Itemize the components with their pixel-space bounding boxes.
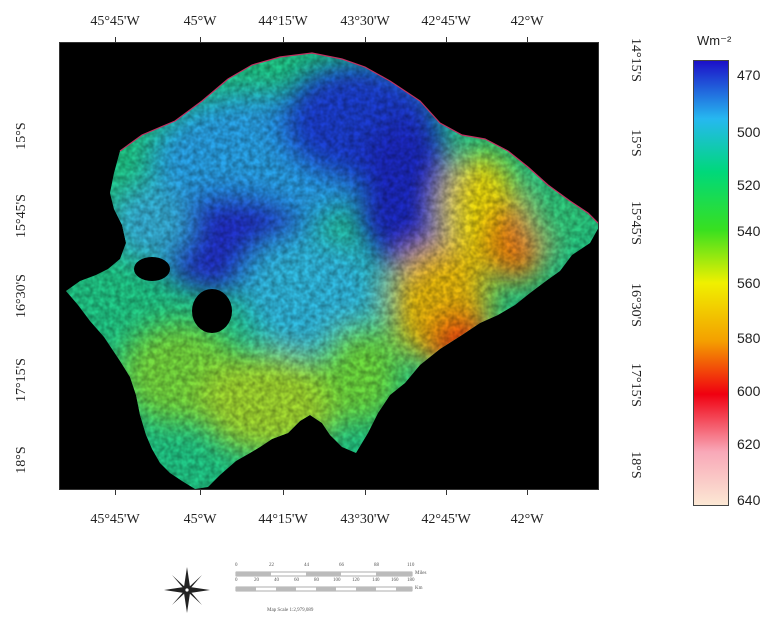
tick-mark (200, 490, 201, 495)
scale-miles-tick: 88 (374, 563, 379, 568)
legend-label: 640 (737, 492, 761, 508)
legend-label: 560 (737, 275, 761, 291)
left-tick-label: 15°45'S (14, 194, 29, 238)
tick-mark (283, 37, 284, 42)
right-tick-label: 18°S (628, 451, 643, 479)
bottom-tick-label: 43°30'W (340, 512, 390, 527)
left-tick-label: 18°S (14, 446, 29, 474)
compass-rose-icon (164, 567, 210, 613)
right-tick-label: 17°15'S (628, 363, 643, 407)
tick-mark (527, 490, 528, 495)
bottom-tick-label: 42°W (510, 512, 544, 527)
scale-miles-tick: 66 (339, 563, 344, 568)
scale-km-tick: 180 (407, 578, 415, 583)
scale-miles-tick: 22 (269, 563, 274, 568)
scale-km-tick: 80 (314, 578, 319, 583)
tick-mark (365, 37, 366, 42)
tick-mark (527, 37, 528, 42)
top-tick-label: 42°W (510, 14, 544, 29)
scale-miles-unit: Miles (415, 571, 427, 576)
legend-colorbar (693, 60, 729, 506)
scale-km-unit: Km (415, 586, 423, 591)
right-tick-label: 16°30'S (628, 283, 643, 327)
bottom-tick-label: 42°45'W (421, 512, 471, 527)
tick-mark (446, 37, 447, 42)
tick-mark (200, 37, 201, 42)
bottom-tick-label: 45°W (183, 512, 217, 527)
tick-mark (365, 490, 366, 495)
tick-mark (446, 490, 447, 495)
legend-label: 540 (737, 223, 761, 239)
legend-label: 520 (737, 177, 761, 193)
top-tick-label: 44°15'W (258, 14, 308, 29)
right-tick-label: 14°15'S (628, 38, 643, 82)
legend-title: Wm⁻² (697, 33, 732, 48)
right-tick-label: 15°S (628, 129, 643, 157)
map-frame (59, 42, 599, 490)
scale-miles-tick: 110 (407, 563, 415, 568)
scale-bar: 0 22 44 66 88 110 Miles 0 20 40 60 80 10… (232, 563, 442, 623)
bottom-tick-label: 45°45'W (90, 512, 140, 527)
scale-miles-tick: 0 (235, 563, 238, 568)
scale-km-tick: 40 (274, 578, 279, 583)
scale-km-tick: 60 (294, 578, 299, 583)
scale-km-tick: 100 (333, 578, 341, 583)
tick-mark (115, 490, 116, 495)
scale-km-tick: 0 (235, 578, 238, 583)
scale-km-tick: 120 (352, 578, 360, 583)
right-tick-label: 15°45'S (628, 201, 643, 245)
top-tick-label: 42°45'W (421, 14, 471, 29)
legend-label: 620 (737, 436, 761, 452)
top-tick-label: 43°30'W (340, 14, 390, 29)
scale-miles-tick: 44 (304, 563, 309, 568)
scale-km-tick: 20 (254, 578, 259, 583)
left-tick-label: 16°30'S (14, 274, 29, 318)
legend-label: 470 (737, 67, 761, 83)
legend-label: 500 (737, 124, 761, 140)
top-tick-label: 45°45'W (90, 14, 140, 29)
legend-label: 580 (737, 330, 761, 346)
tick-mark (115, 37, 116, 42)
top-tick-label: 45°W (183, 14, 217, 29)
radiation-map (60, 43, 598, 489)
tick-mark (283, 490, 284, 495)
left-tick-label: 17°15'S (14, 358, 29, 402)
legend-label: 600 (737, 383, 761, 399)
bottom-tick-label: 44°15'W (258, 512, 308, 527)
scale-caption: Map Scale 1:2,979,089 (267, 608, 314, 613)
scale-km-tick: 140 (372, 578, 380, 583)
scale-km-tick: 160 (391, 578, 399, 583)
left-tick-label: 15°S (14, 122, 29, 150)
